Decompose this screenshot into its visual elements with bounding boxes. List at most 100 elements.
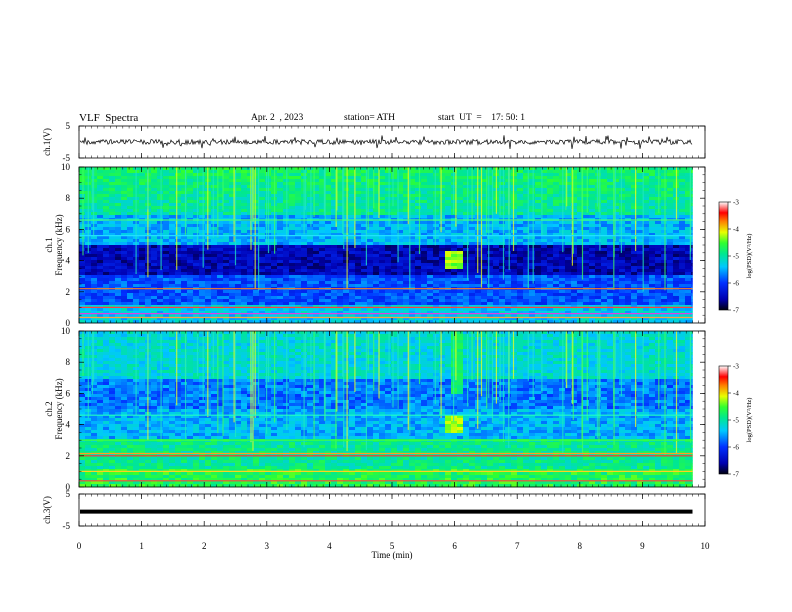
ch1-cell [631,266,638,270]
ch1-cell [223,197,230,201]
ch1-cell [487,167,494,171]
ch1-cell [115,206,122,210]
ch1-cell [211,215,218,219]
ch1-cell [511,173,518,177]
ch1-cell [445,173,452,177]
ch1-cell [235,305,242,309]
ch1-cell [457,296,464,300]
ch1-cell [511,296,518,300]
ch1-cell [427,242,434,246]
ch1-cell [325,170,332,174]
ch1-cell [337,203,344,207]
ch1-cell [523,191,530,195]
ch1-cell [679,248,686,252]
ch1-cell [691,215,693,219]
ch1-cell [307,236,314,240]
ch1-cell [535,203,542,207]
ch1-cell [319,263,326,267]
ch1-cell [289,170,296,174]
ch1-cell [157,203,164,207]
ch1-cell [613,299,620,303]
ch1-cell [175,233,182,237]
ch1-cell [583,176,590,180]
ch1-cell [79,233,86,237]
ch1-cell [349,167,356,171]
ch1-cell [625,305,632,309]
ch1-cell [241,233,248,237]
ch1-cell [583,197,590,201]
ch1-cell [439,251,446,255]
ch1-cell [109,296,116,300]
ch1-cell [469,227,476,231]
ch1-cell [217,239,224,243]
ch1-cell [259,284,266,288]
ch1-cell [331,206,338,210]
ch1-cell [541,281,548,285]
ch1-cell [607,224,614,228]
ch1-cell [295,200,302,204]
ch1-cell [103,278,110,282]
ch1-cell [373,260,380,264]
ch1-cell [403,227,410,231]
ch1-cell [181,239,188,243]
ch1-cell [295,179,302,183]
ch1-cell [187,293,194,297]
ch1-cell [301,233,308,237]
ch1-cell [661,239,668,243]
ch1-cell [253,281,260,285]
ch1-cell [127,293,134,297]
ch1-cell [613,170,620,174]
ch1-cell [643,290,650,294]
ch1-cell [139,188,146,192]
ch1-cell [661,275,668,279]
ch1-cell [121,245,128,249]
ch1-cell [361,173,368,177]
ch1-cell [433,263,440,267]
ch1-cell [229,260,236,264]
ch1-cell [307,275,314,279]
ch1-cell [235,278,242,282]
ch1-cell [151,269,158,273]
ch1-cell [283,173,290,177]
ch1-cell [199,266,206,270]
ch1-cell [391,179,398,183]
ch1-cell [535,191,542,195]
ch1-cell [559,281,566,285]
ch1-cell [565,284,572,288]
ch1-cell [637,170,644,174]
ch1-cell [403,191,410,195]
ch1-cell [679,275,686,279]
ch1-cell [277,311,284,315]
ch1-cell [391,212,398,216]
ch1-cell [481,227,488,231]
ch1-cell [115,239,122,243]
ch1-cell [313,188,320,192]
ch1-cell [517,224,524,228]
ch1-cell [439,185,446,189]
ch1-cell [343,272,350,276]
ch1-cell [487,305,494,309]
ch1-cell [667,272,674,276]
ch1-cell [361,194,368,198]
ch1-cell [523,170,530,174]
ch1-cell [445,293,452,297]
ch1-cell [163,200,170,204]
ch1-cell [367,305,374,309]
ch1-cell [649,197,656,201]
ch1-cell [139,245,146,249]
ch1-cell [373,188,380,192]
ch1-cell [385,233,392,237]
ch1-cell [157,227,164,231]
ch1-cell [535,194,542,198]
ch1-cell [247,245,254,249]
ch1-cell [571,179,578,183]
ch1-cell [607,230,614,234]
ch1-cell [403,197,410,201]
ch1-cell [109,269,116,273]
ch1-cell [127,221,134,225]
ch1-cell [163,203,170,207]
ch1-cell [301,308,308,312]
ch1-cell [643,215,650,219]
ch1-cell [331,194,338,198]
ch1-cell [397,209,404,213]
